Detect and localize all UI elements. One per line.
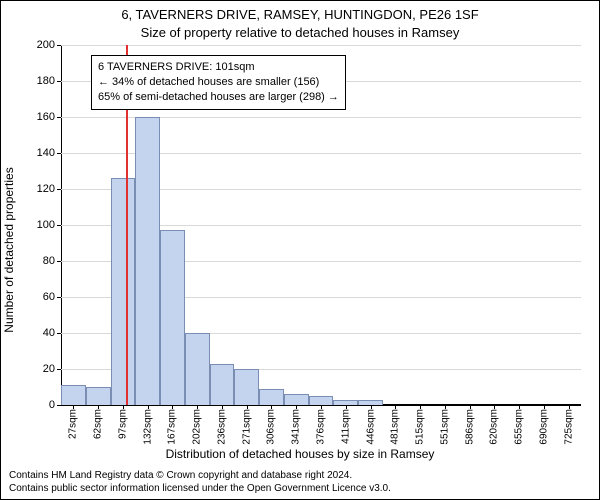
x-tick-label: 306sqm [266,409,277,445]
histogram-bar [210,364,235,405]
info-box: 6 TAVERNERS DRIVE: 101sqm← 34% of detach… [91,55,346,110]
y-tick-label: 20 [43,363,55,375]
grid-line [61,45,581,46]
x-tick-label: 551sqm [439,409,450,445]
y-tick-mark [57,369,61,370]
footer-line-1: Contains HM Land Registry data © Crown c… [9,470,391,483]
y-tick-mark [57,117,61,118]
y-tick-label: 80 [43,255,55,267]
x-tick-label: 132sqm [142,409,153,445]
x-tick-label: 655sqm [514,409,525,445]
y-tick-mark [57,261,61,262]
y-tick-mark [57,45,61,46]
y-tick-label: 180 [37,75,55,87]
y-axis-label: Number of detached properties [2,167,16,332]
x-tick-label: 341sqm [291,409,302,445]
y-tick-mark [57,405,61,406]
y-tick-label: 200 [37,39,55,51]
footer-attribution: Contains HM Land Registry data © Crown c… [9,470,391,495]
x-tick-label: 586sqm [464,409,475,445]
y-tick-mark [57,153,61,154]
y-tick-mark [57,225,61,226]
histogram-bar [185,333,210,405]
histogram-bar [284,394,309,405]
y-tick-label: 40 [43,327,55,339]
y-tick-mark [57,81,61,82]
x-tick-label: 202sqm [192,409,203,445]
x-tick-label: 62sqm [93,409,104,439]
info-box-line-3: 65% of semi-detached houses are larger (… [98,90,339,105]
x-tick-label: 236sqm [216,409,227,445]
y-tick-label: 120 [37,183,55,195]
y-tick-label: 60 [43,291,55,303]
y-tick-label: 100 [37,219,55,231]
info-box-line-2: ← 34% of detached houses are smaller (15… [98,75,339,90]
chart-title-main: 6, TAVERNERS DRIVE, RAMSEY, HUNTINGDON, … [1,7,599,22]
x-tick-label: 446sqm [365,409,376,445]
y-tick-mark [57,297,61,298]
x-tick-label: 690sqm [538,409,549,445]
y-tick-label: 140 [37,147,55,159]
histogram-bar [234,369,259,405]
histogram-bar [135,117,160,405]
y-tick-mark [57,333,61,334]
histogram-bar [160,230,185,405]
info-box-line-1: 6 TAVERNERS DRIVE: 101sqm [98,60,339,75]
x-tick-label: 515sqm [415,409,426,445]
x-tick-label: 97sqm [117,409,128,439]
y-tick-label: 0 [49,399,55,411]
x-tick-label: 167sqm [167,409,178,445]
y-tick-mark [57,189,61,190]
x-tick-label: 481sqm [390,409,401,445]
chart-title-sub: Size of property relative to detached ho… [1,25,599,40]
x-tick-label: 27sqm [68,409,79,439]
plot-area: 02040608010012014016018020027sqm62sqm97s… [61,45,581,405]
chart-container: 6, TAVERNERS DRIVE, RAMSEY, HUNTINGDON, … [0,0,600,500]
y-tick-label: 160 [37,111,55,123]
footer-line-2: Contains public sector information licen… [9,483,391,496]
histogram-bar [86,387,111,405]
histogram-bar [309,396,334,405]
x-tick-label: 620sqm [489,409,500,445]
x-axis-label: Distribution of detached houses by size … [1,447,599,461]
histogram-bar [259,389,284,405]
x-tick-label: 725sqm [563,409,574,445]
histogram-bar [111,178,136,405]
histogram-bar [61,385,86,405]
x-tick-label: 411sqm [340,409,351,444]
x-tick-label: 271sqm [241,409,252,445]
x-tick-label: 376sqm [316,409,327,445]
